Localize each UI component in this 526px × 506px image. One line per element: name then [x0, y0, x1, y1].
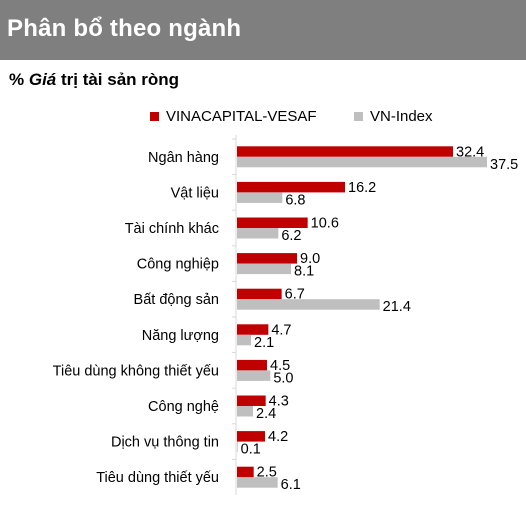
data-label-fund: 4.3	[269, 394, 289, 410]
data-label-fund: 10.6	[311, 216, 339, 232]
data-label-index: 2.1	[254, 335, 274, 351]
bar-index	[237, 156, 487, 168]
page-title: Phân bổ theo ngành	[7, 15, 242, 42]
chart-area: Ngân hàng 32.4 37.5 Vật liệu 16.2 6.8 Tài chín…	[0, 135, 526, 501]
bar-index	[237, 370, 271, 381]
data-label-index: 6.8	[285, 192, 305, 208]
data-label-index: 2.4	[256, 406, 276, 422]
header-banner: Phân bổ theo ngành	[0, 0, 526, 60]
bar-index	[237, 441, 238, 453]
bar-fund	[237, 359, 267, 371]
bar-fund	[237, 324, 269, 335]
bar-chart-svg: Ngân hàng 32.4 37.5 Vật liệu 16.2 6.8 Tài chín…	[53, 135, 518, 495]
bar-index	[237, 228, 279, 239]
category-label: Vật liệu	[171, 185, 219, 201]
legend-swatch-index	[354, 112, 363, 121]
category-label: Công nghiệp	[137, 257, 219, 273]
category-label: Dịch vụ thông tin	[111, 435, 219, 451]
bar-fund	[237, 253, 297, 264]
bar-fund	[237, 181, 345, 193]
data-label-index: 37.5	[490, 157, 518, 173]
subtitle-prefix: %	[9, 70, 29, 89]
data-label-fund: 4.2	[268, 429, 288, 445]
category-label: Công nghệ	[148, 399, 219, 415]
bar-index	[237, 299, 380, 310]
bar-fund	[237, 217, 308, 228]
bar-index	[237, 263, 291, 275]
data-label-index: 5.0	[273, 370, 293, 386]
legend-swatch-fund	[150, 112, 159, 121]
data-label-fund: 4.5	[270, 358, 290, 374]
legend-label-index: VN-Index	[370, 108, 433, 125]
data-label-index: 8.1	[294, 264, 314, 280]
bar-fund	[237, 466, 254, 478]
category-label: Tiêu dùng thiết yếu	[96, 470, 219, 486]
chart-legend: VINACAPITAL-VESAF VN-Index	[0, 104, 526, 128]
bar-fund	[237, 146, 453, 157]
subtitle-italic: Giá	[28, 70, 57, 89]
legend-item-fund: VINACAPITAL-VESAF	[150, 108, 317, 125]
bar-index	[237, 477, 278, 488]
bar-index	[237, 406, 253, 417]
bar-fund	[237, 288, 282, 300]
data-label-fund: 32.4	[456, 144, 484, 160]
category-label: Bất động sản	[134, 292, 219, 308]
chart-subtitle: % Giá trị tài sản ròng	[9, 70, 179, 90]
category-label: Ngân hàng	[148, 150, 219, 166]
category-label: Tài chính khác	[125, 221, 219, 237]
data-label-fund: 9.0	[300, 251, 320, 267]
category-label: Tiêu dùng không thiết yếu	[53, 363, 219, 379]
subtitle-rest: trị tài sản ròng	[56, 70, 180, 89]
bar-fund	[237, 395, 266, 406]
data-label-index: 0.1	[241, 442, 261, 458]
bar-index	[237, 334, 251, 346]
bar-index	[237, 192, 283, 203]
bar-fund	[237, 431, 265, 442]
data-label-fund: 6.7	[285, 287, 305, 303]
legend-item-index: VN-Index	[354, 108, 433, 125]
data-label-index: 6.2	[281, 228, 301, 244]
data-label-fund: 16.2	[348, 180, 376, 196]
data-label-index: 6.1	[281, 477, 301, 493]
category-label: Năng lượng	[142, 328, 219, 344]
data-label-fund: 4.7	[271, 322, 291, 338]
data-label-index: 21.4	[383, 299, 411, 315]
legend-label-fund: VINACAPITAL-VESAF	[166, 108, 317, 125]
data-label-fund: 2.5	[257, 465, 277, 481]
